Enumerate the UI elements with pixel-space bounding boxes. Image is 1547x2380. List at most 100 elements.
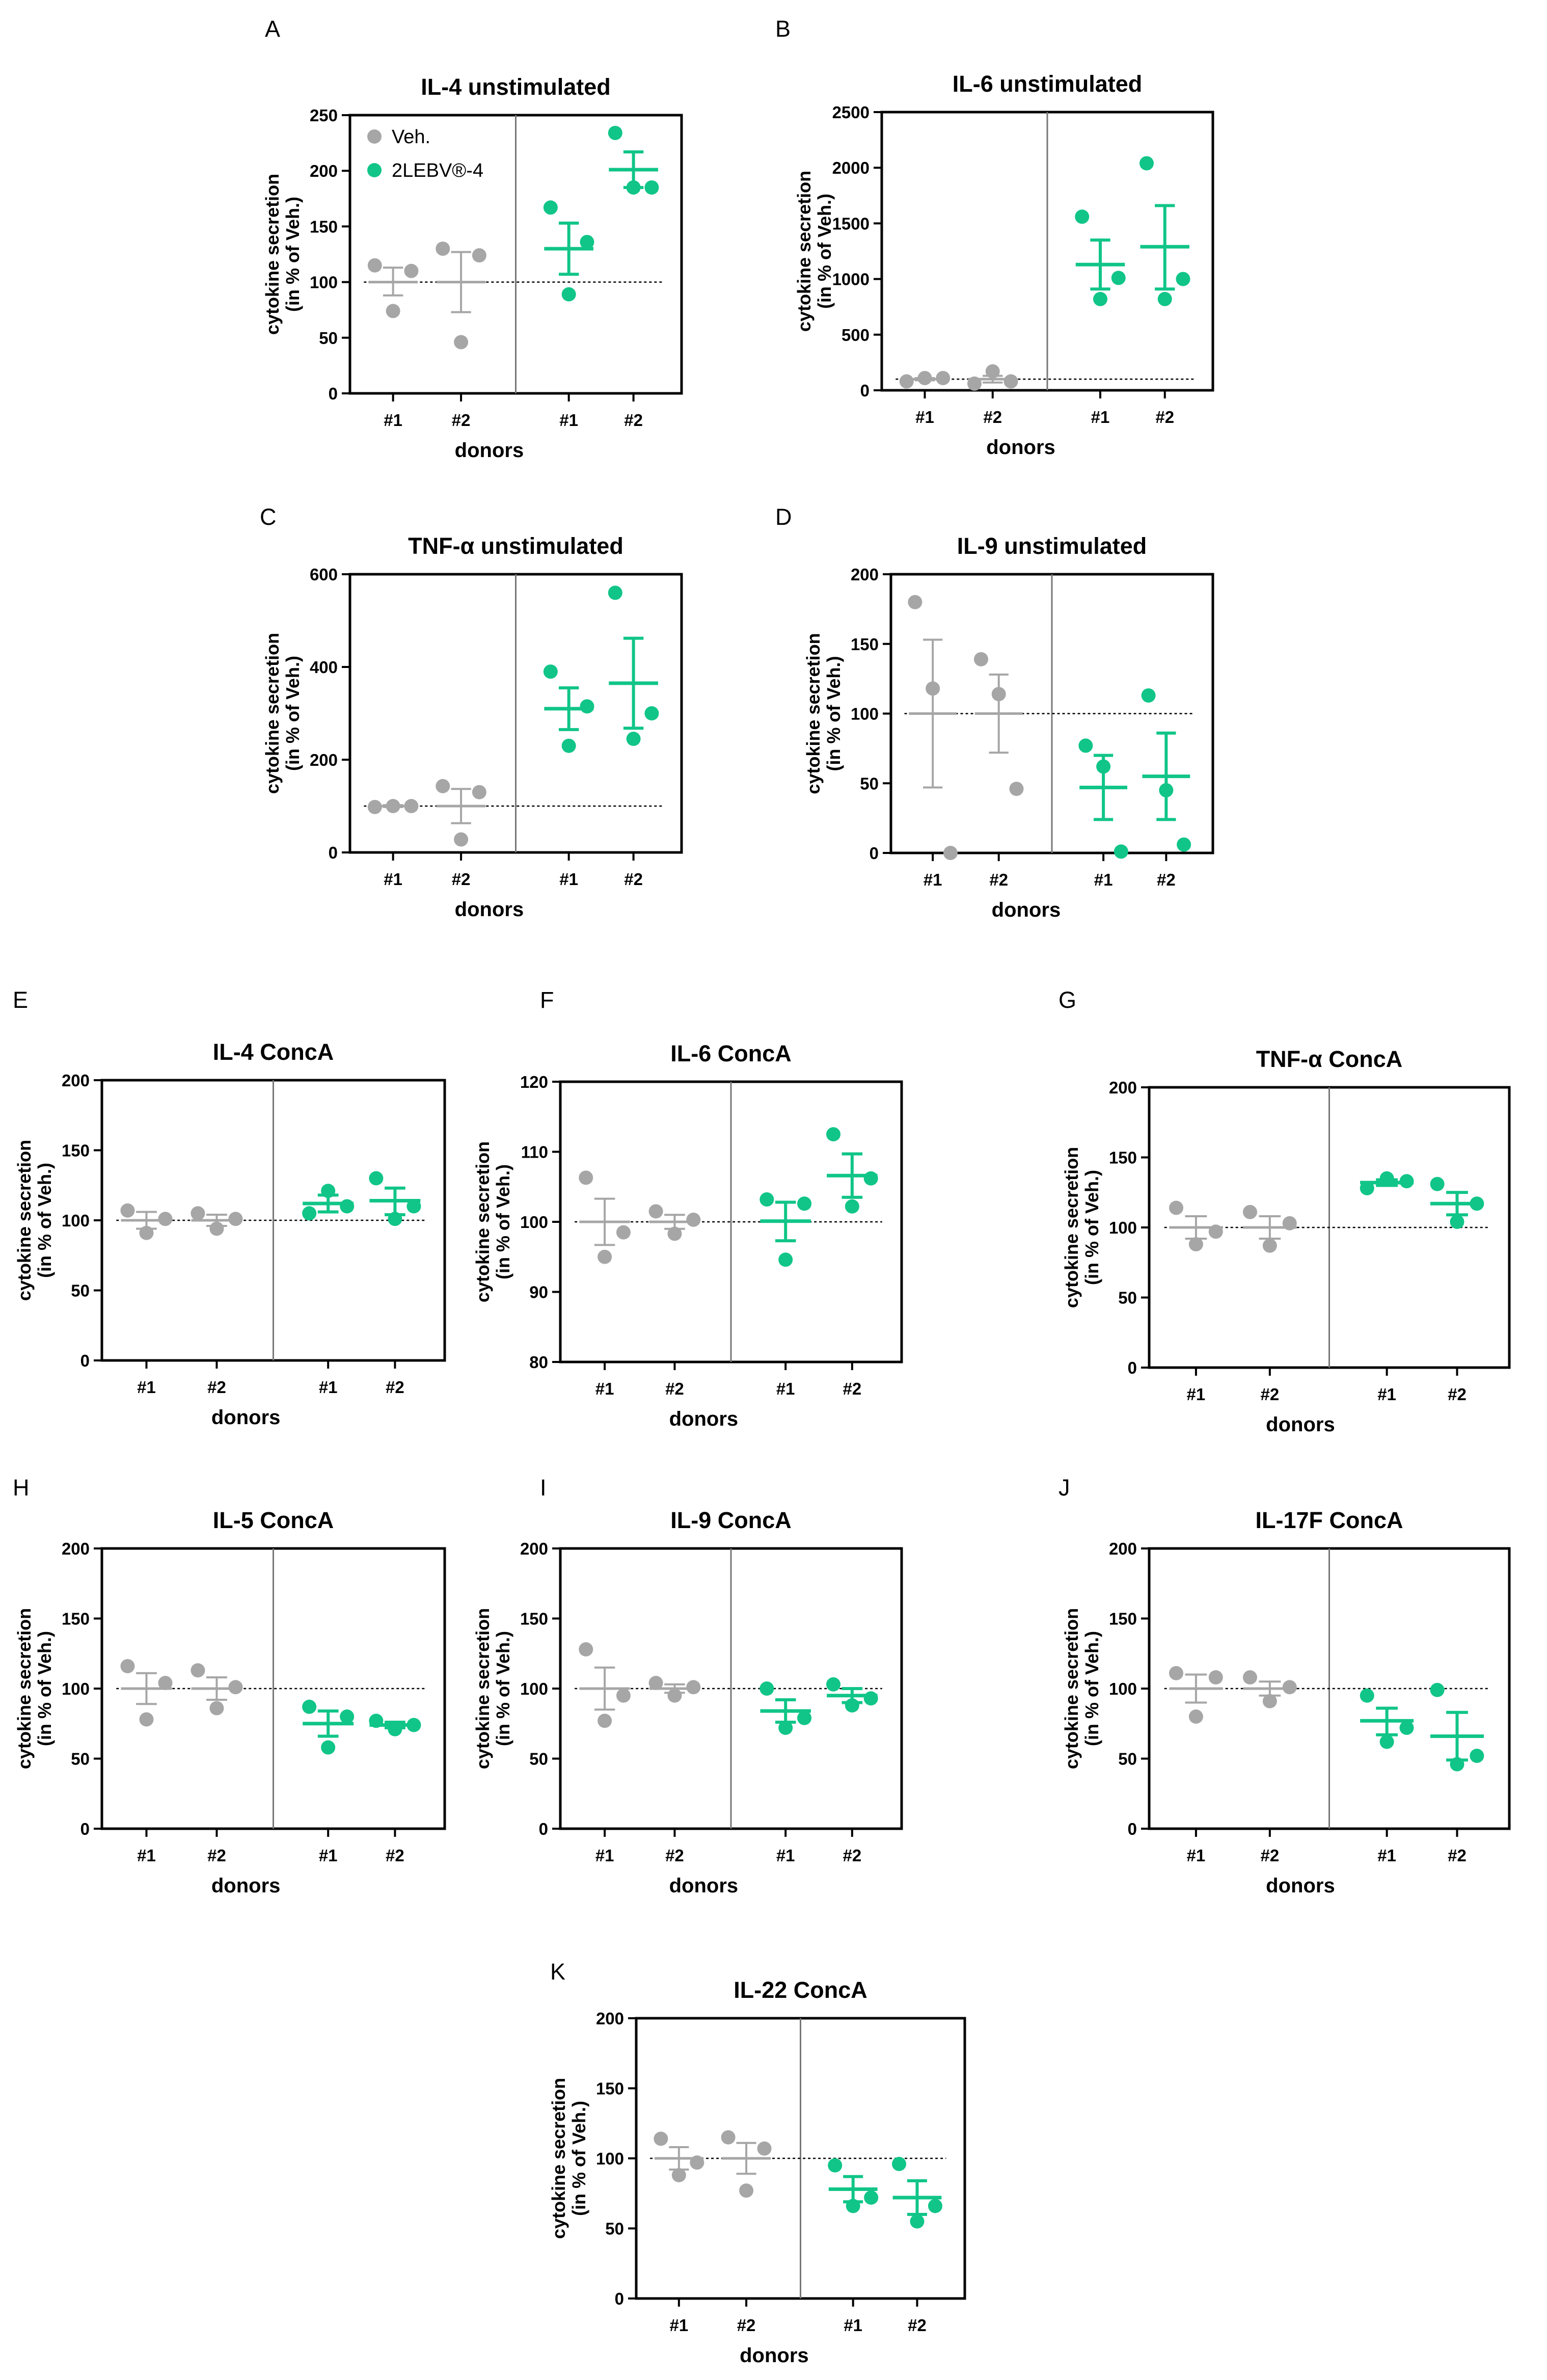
chart-title: IL-4 ConcA: [213, 1039, 334, 1065]
x-tick-label: #2: [1260, 1385, 1279, 1404]
data-point: [139, 1225, 154, 1240]
data-point: [943, 846, 958, 860]
data-point: [472, 248, 486, 263]
error-bar-group: [760, 1200, 811, 1243]
x-tick-label: #1: [319, 1378, 338, 1397]
y-tick-label: 200: [62, 1071, 90, 1090]
y-tick-label: 150: [851, 635, 879, 654]
data-point: [561, 287, 576, 302]
panel-E: E IL-4 ConcA cytokine secretion (in % of Ve…: [13, 987, 446, 1429]
data-point: [908, 595, 922, 609]
data-point: [406, 1199, 421, 1214]
data-point: [967, 376, 982, 391]
data-point: [739, 2183, 754, 2198]
data-point: [321, 1184, 336, 1198]
data-point: [598, 1249, 612, 1264]
y-tick-label: 50: [605, 2219, 624, 2238]
chart-title: TNF-α unstimulated: [408, 533, 623, 559]
y-tick-label: 80: [529, 1353, 548, 1372]
panel-letter: J: [1059, 1475, 1070, 1501]
x-tick-label: #2: [1448, 1846, 1467, 1865]
y-tick-label: 150: [520, 1610, 548, 1628]
data-point: [340, 1199, 355, 1214]
panel-letter: G: [1059, 987, 1076, 1013]
x-tick-label: #2: [624, 411, 643, 430]
error-bar-group: [974, 673, 1023, 754]
y-axis-label-2: (in % of Veh.): [493, 1631, 513, 1746]
chart-title: IL-5 ConcA: [213, 1507, 334, 1533]
x-tick-label: #1: [137, 1378, 156, 1397]
data-point: [302, 1206, 317, 1221]
data-point: [1176, 272, 1190, 286]
x-tick-label: #2: [207, 1846, 226, 1865]
x-axis-label: donors: [1266, 1875, 1335, 1897]
legend-marker: [367, 129, 382, 144]
data-point: [910, 2214, 925, 2229]
y-tick-label: 50: [1118, 1750, 1137, 1769]
data-point: [228, 1212, 243, 1226]
data-point: [120, 1203, 135, 1218]
data-point: [864, 2190, 879, 2205]
y-axis-label: cytokine secretion: [472, 1141, 493, 1302]
data-point: [846, 2199, 860, 2213]
y-tick-label: 1500: [832, 214, 870, 233]
data-point: [845, 1199, 859, 1214]
data-point: [759, 1681, 774, 1696]
x-tick-label: #2: [386, 1846, 404, 1865]
data-point: [1399, 1721, 1414, 1735]
x-tick-label: #2: [843, 1379, 861, 1398]
data-point: [579, 1170, 593, 1185]
x-tick-label: #2: [737, 2316, 756, 2335]
data-point: [1114, 844, 1128, 859]
data-point: [191, 1663, 205, 1678]
data-point: [608, 125, 622, 140]
data-point: [367, 258, 382, 273]
error-bar-group: [828, 2175, 878, 2204]
error-bar-group: [436, 251, 486, 313]
y-tick-label: 200: [596, 2009, 624, 2028]
y-axis-label: cytokine secretion: [14, 1608, 35, 1769]
data-point: [828, 2158, 843, 2173]
y-axis-label-2: (in % of Veh.): [823, 656, 844, 771]
x-tick-label: #1: [1187, 1385, 1206, 1404]
chart-title: IL-17F ConcA: [1255, 1507, 1403, 1533]
y-axis-label: cytokine secretion: [794, 171, 815, 332]
data-point: [209, 1221, 224, 1236]
x-tick-label: #1: [1094, 870, 1113, 889]
data-point: [580, 699, 594, 714]
data-point: [369, 1714, 384, 1728]
data-point: [321, 1740, 336, 1755]
x-axis-label: donors: [211, 1875, 281, 1897]
y-tick-label: 0: [539, 1820, 548, 1838]
data-point: [454, 335, 469, 350]
data-point: [1093, 291, 1107, 306]
legend-label: Veh.: [392, 126, 430, 148]
data-point: [899, 374, 914, 389]
data-point: [648, 1676, 663, 1690]
y-tick-label: 2000: [832, 158, 870, 177]
data-point: [1379, 1734, 1394, 1749]
y-tick-label: 600: [310, 565, 338, 584]
y-tick-label: 500: [842, 326, 870, 344]
x-tick-label: #1: [595, 1846, 614, 1865]
x-tick-label: #2: [1155, 408, 1174, 426]
x-tick-label: #2: [624, 870, 643, 889]
data-point: [826, 1677, 840, 1692]
chart-title: IL-6 unstimulated: [953, 71, 1143, 97]
data-point: [561, 738, 576, 753]
data-point: [1159, 783, 1174, 797]
x-tick-label: #2: [386, 1378, 404, 1397]
data-point: [686, 1212, 701, 1227]
panel-F: F IL-6 ConcA cytokine secretion (in % of Ve…: [472, 987, 903, 1430]
chart-title: IL-9 ConcA: [670, 1507, 792, 1533]
x-tick-label: #1: [559, 411, 578, 430]
y-tick-label: 0: [1128, 1358, 1137, 1377]
y-axis-label: cytokine secretion: [262, 174, 283, 335]
data-point: [1169, 1200, 1184, 1215]
x-axis-label: donors: [455, 898, 524, 921]
data-point: [1379, 1171, 1394, 1186]
y-axis-label-2: (in % of Veh.): [1081, 1631, 1102, 1746]
panel-D: D IL-9 unstimulated cytokine secretion (in …: [775, 504, 1214, 921]
y-tick-label: 120: [520, 1073, 548, 1091]
